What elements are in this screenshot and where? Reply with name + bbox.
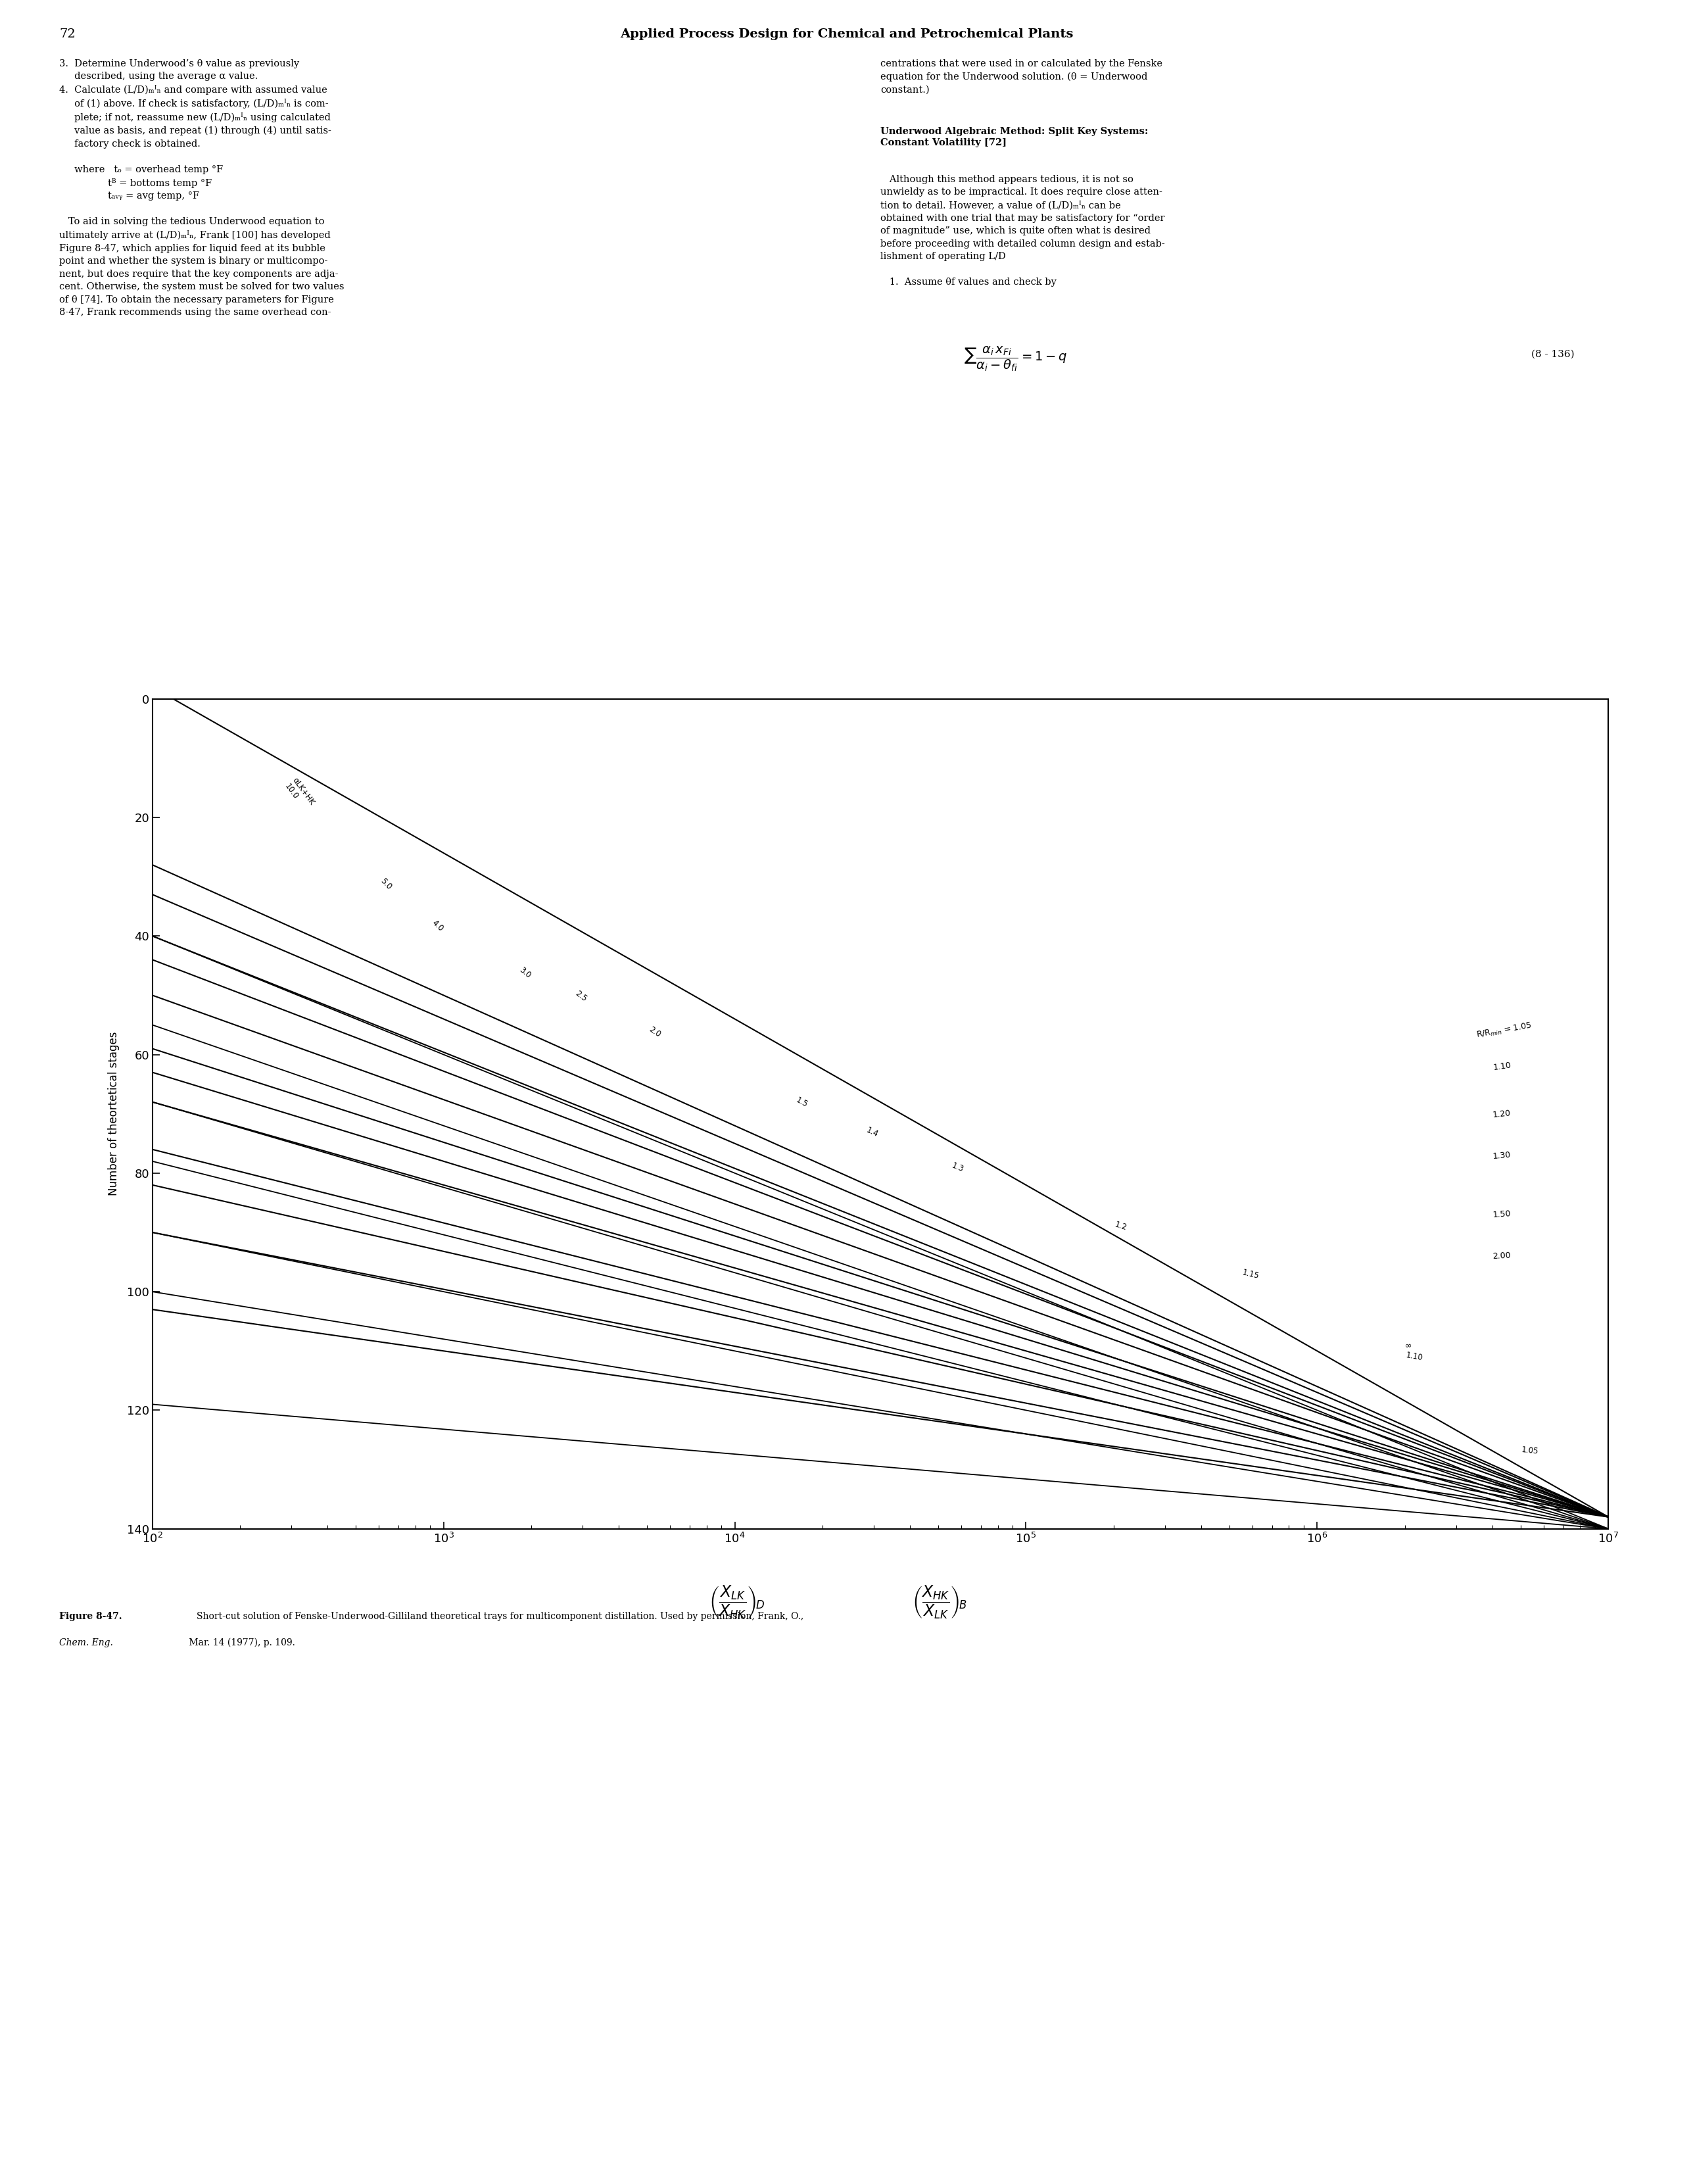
Text: Figure 8-47.: Figure 8-47. bbox=[59, 1612, 122, 1621]
Text: 1.50: 1.50 bbox=[1493, 1210, 1512, 1219]
Text: $\left(\dfrac{X_{LK}}{X_{HK}}\right)_{\!D}$: $\left(\dfrac{X_{LK}}{X_{HK}}\right)_{\!… bbox=[708, 1583, 765, 1621]
Text: centrations that were used in or calculated by the Fenske
equation for the Under: centrations that were used in or calcula… bbox=[880, 59, 1163, 94]
Text: 1.05: 1.05 bbox=[1520, 1446, 1539, 1457]
Text: (8 - 136): (8 - 136) bbox=[1532, 349, 1574, 358]
Text: Mar. 14 (1977), p. 109.: Mar. 14 (1977), p. 109. bbox=[186, 1638, 295, 1647]
Text: 1.15: 1.15 bbox=[1241, 1269, 1260, 1280]
Text: 1.5: 1.5 bbox=[794, 1096, 809, 1109]
Text: Applied Process Design for Chemical and Petrochemical Plants: Applied Process Design for Chemical and … bbox=[620, 28, 1073, 39]
Text: Short-cut solution of Fenske-Underwood-Gilliland theoretical trays for multicomp: Short-cut solution of Fenske-Underwood-G… bbox=[196, 1612, 804, 1621]
Text: 1.2: 1.2 bbox=[1114, 1221, 1128, 1232]
Text: 2.5: 2.5 bbox=[574, 989, 589, 1005]
Text: Chem. Eng.: Chem. Eng. bbox=[59, 1638, 113, 1647]
Text: 1.4: 1.4 bbox=[865, 1125, 880, 1138]
Text: 72: 72 bbox=[59, 28, 76, 39]
Text: 5.0: 5.0 bbox=[379, 876, 393, 891]
Text: 1.20: 1.20 bbox=[1493, 1109, 1512, 1118]
Text: R/R$_{min}$ = 1.05: R/R$_{min}$ = 1.05 bbox=[1476, 1022, 1532, 1040]
Text: 2.00: 2.00 bbox=[1493, 1251, 1512, 1260]
Text: 3.  Determine Underwood’s θ value as previously
     described, using the averag: 3. Determine Underwood’s θ value as prev… bbox=[59, 59, 344, 317]
Text: 1.3: 1.3 bbox=[950, 1162, 965, 1173]
Text: 1.10: 1.10 bbox=[1493, 1061, 1512, 1072]
Text: 1.30: 1.30 bbox=[1493, 1151, 1512, 1160]
Text: Underwood Algebraic Method: Split Key Systems:
Constant Volatility [72]: Underwood Algebraic Method: Split Key Sy… bbox=[880, 127, 1148, 146]
Text: $\sum \dfrac{\alpha_i\, x_{Fi}}{\alpha_i - \theta_{fi}} = 1 - q$: $\sum \dfrac{\alpha_i\, x_{Fi}}{\alpha_i… bbox=[963, 345, 1068, 373]
Y-axis label: Number of theortetical stages: Number of theortetical stages bbox=[108, 1031, 120, 1197]
Text: 3.0: 3.0 bbox=[518, 965, 533, 981]
Text: Although this method appears tedious, it is not so
unwieldy as to be impractical: Although this method appears tedious, it… bbox=[880, 175, 1165, 286]
Text: 4.0: 4.0 bbox=[430, 917, 445, 933]
Text: αLK+HK
10.0: αLK+HK 10.0 bbox=[283, 775, 317, 812]
Text: 2.0: 2.0 bbox=[647, 1024, 662, 1040]
Text: ∞: ∞ bbox=[1405, 1341, 1412, 1350]
Text: $\left(\dfrac{X_{HK}}{X_{LK}}\right)_{\!B}$: $\left(\dfrac{X_{HK}}{X_{LK}}\right)_{\!… bbox=[913, 1583, 967, 1621]
Text: 1.10: 1.10 bbox=[1405, 1352, 1424, 1363]
